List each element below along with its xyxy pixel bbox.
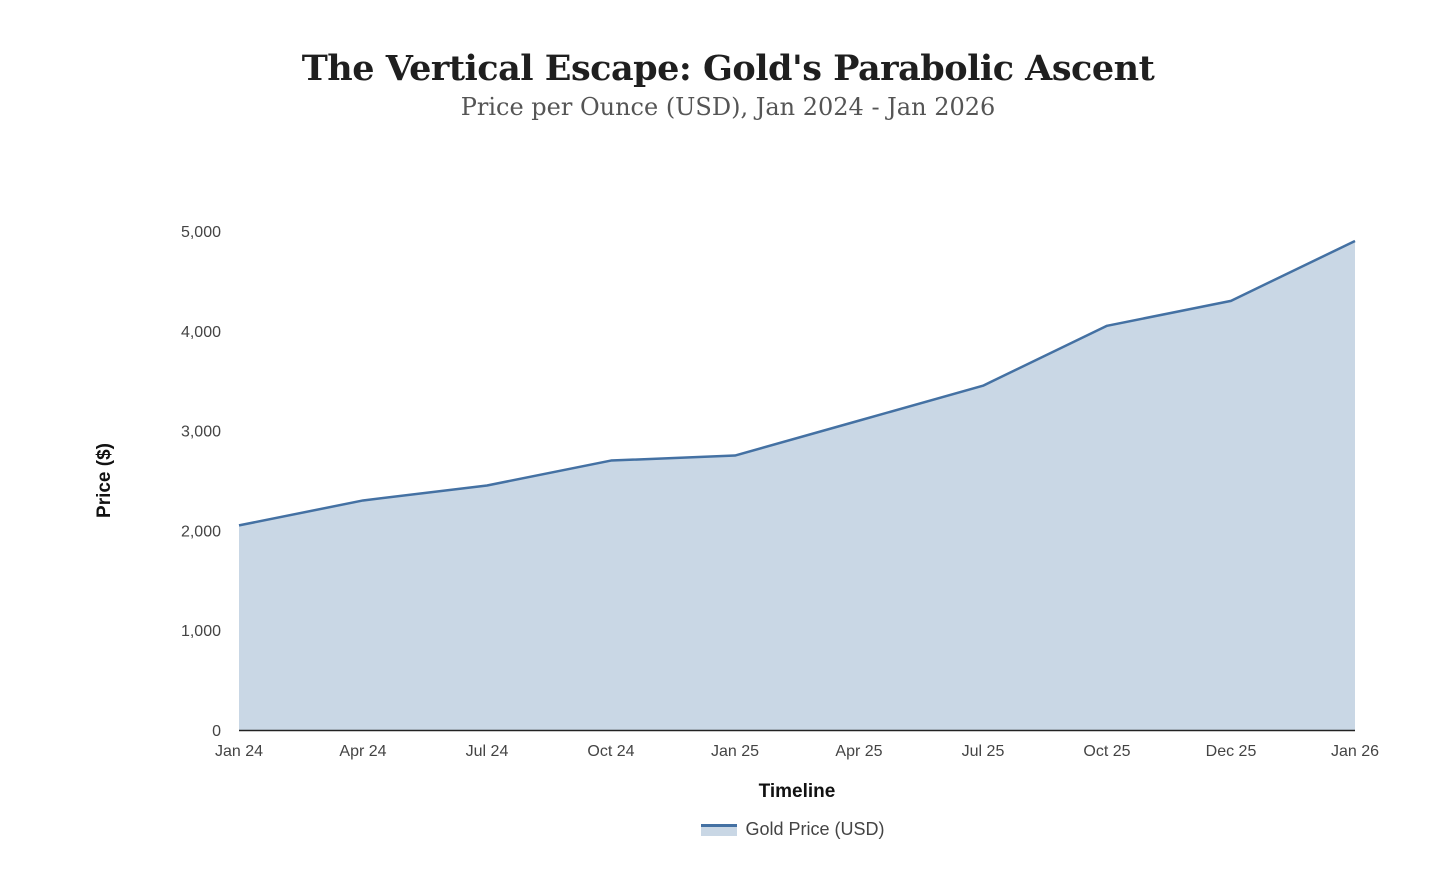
x-tick-label: Apr 24 — [339, 743, 386, 760]
y-tick-label: 1,000 — [181, 623, 221, 640]
y-tick-label: 0 — [212, 723, 221, 740]
legend-label: Gold Price (USD) — [745, 819, 885, 839]
x-tick-label: Apr 25 — [835, 743, 882, 760]
x-tick-label: Oct 25 — [1083, 743, 1130, 760]
chart-title: The Vertical Escape: Gold's Parabolic As… — [301, 48, 1155, 89]
legend-item-gold-price[interactable]: Gold Price (USD) — [701, 819, 885, 840]
y-tick-label: 4,000 — [181, 324, 221, 341]
data-point-jan-25[interactable] — [731, 452, 739, 460]
y-tick-label: 5,000 — [181, 224, 221, 241]
x-tick-label: Jul 24 — [466, 743, 509, 760]
data-point-jan-26[interactable] — [1351, 237, 1359, 245]
data-point-apr-25[interactable] — [855, 417, 863, 425]
data-point-dec-25[interactable] — [1227, 297, 1235, 305]
x-tick-label: Jan 25 — [711, 743, 759, 760]
x-tick-label: Dec 25 — [1206, 743, 1257, 760]
data-point-jul-24[interactable] — [483, 481, 491, 489]
series-line-gold-price[interactable] — [238, 239, 1356, 527]
data-point-apr-24[interactable] — [359, 496, 367, 504]
x-tick-label: Jul 25 — [962, 743, 1005, 760]
chart-subtitle: Price per Ounce (USD), Jan 2024 - Jan 20… — [460, 93, 996, 121]
y-tick-label: 3,000 — [181, 424, 221, 441]
y-axis-title: Price ($) — [94, 443, 115, 518]
data-point-oct-25[interactable] — [1103, 322, 1111, 330]
x-axis-title: Timeline — [759, 781, 836, 802]
x-tick-label: Jan 26 — [1331, 743, 1379, 760]
y-tick-labels: 0 1,000 2,000 3,000 4,000 5,000 — [181, 224, 221, 740]
y-tick-label: 2,000 — [181, 523, 221, 540]
legend: Gold Price (USD) — [0, 819, 1456, 840]
line-layer — [235, 237, 1359, 529]
area-layer — [239, 240, 1355, 731]
data-point-oct-24[interactable] — [607, 457, 615, 465]
data-point-jan-24[interactable] — [235, 521, 243, 529]
legend-swatch — [701, 823, 738, 836]
data-point-jul-25[interactable] — [979, 382, 987, 390]
x-tick-labels: Jan 24 Apr 24 Jul 24 Oct 24 Jan 25 Apr 25 Jul … — [215, 743, 1379, 760]
series-area-gold-price — [239, 240, 1355, 731]
x-tick-label: Oct 24 — [587, 743, 634, 760]
x-tick-label: Jan 24 — [215, 743, 263, 760]
